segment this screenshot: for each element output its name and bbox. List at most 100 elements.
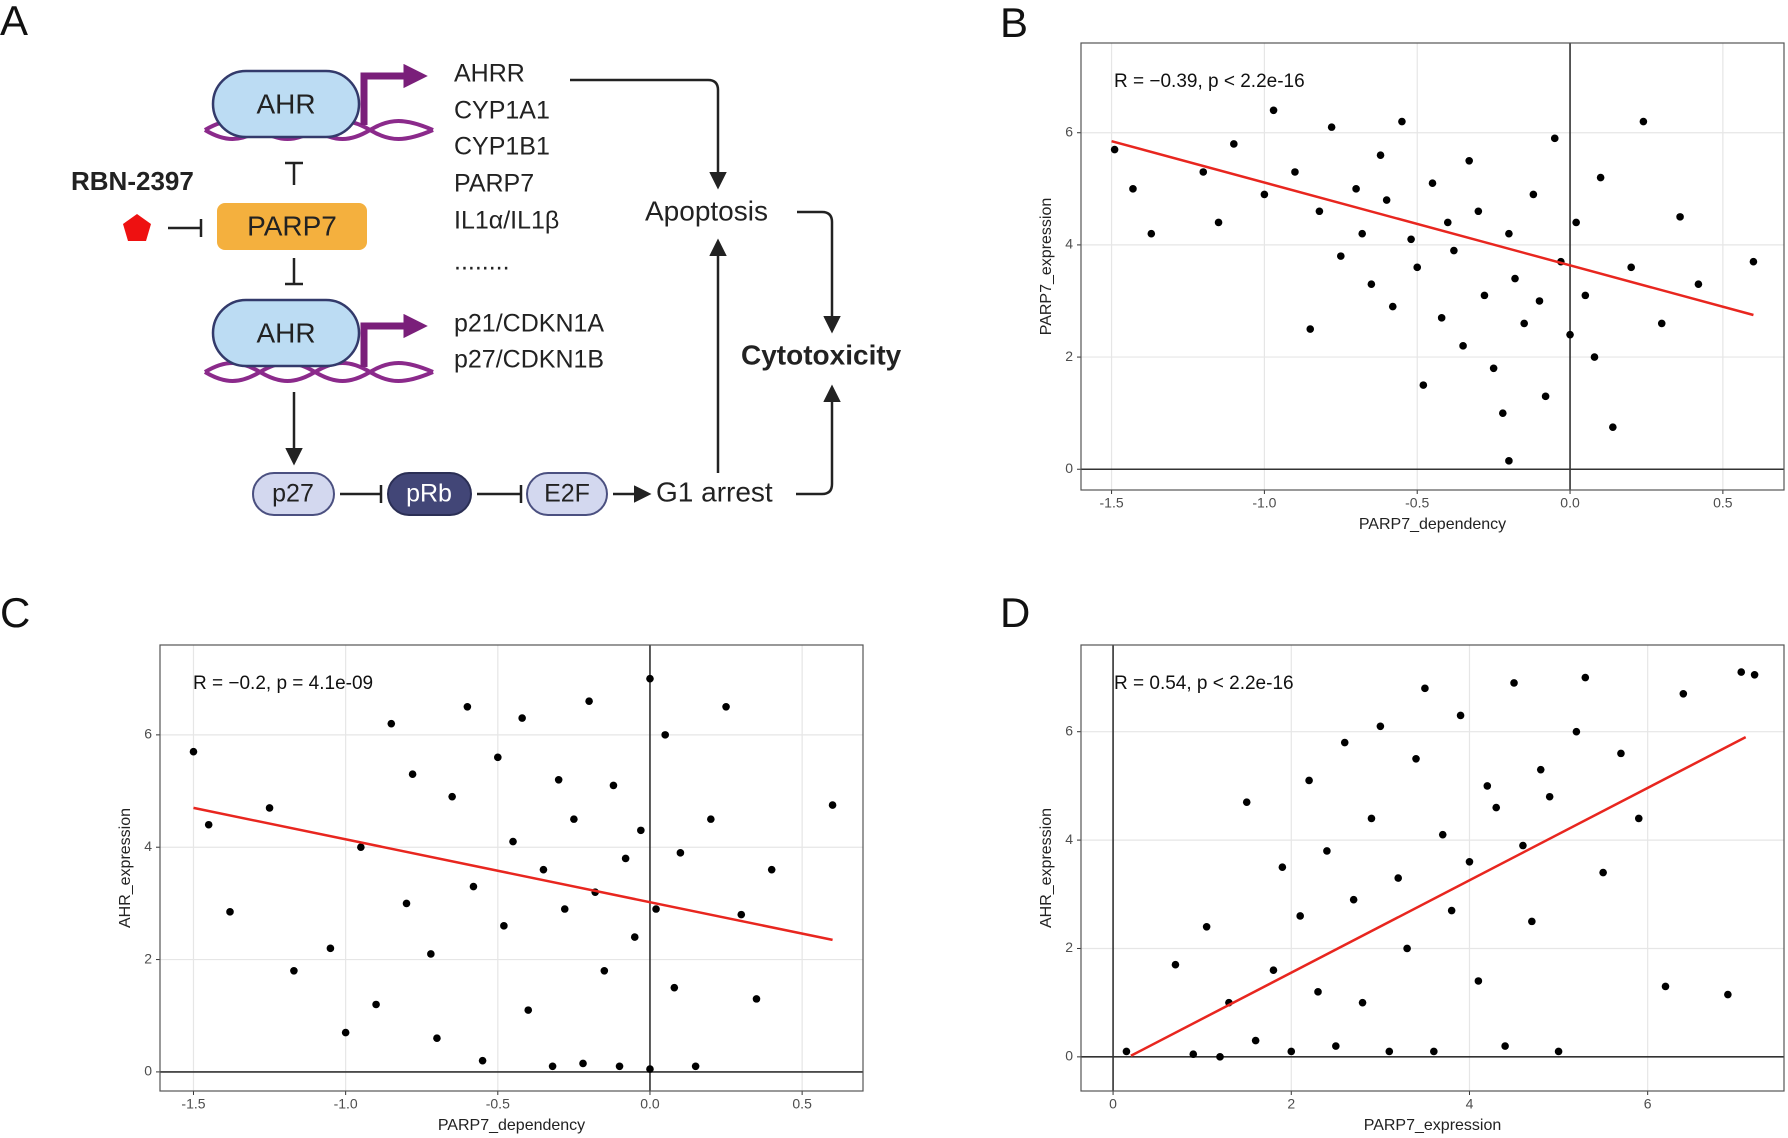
point	[1749, 257, 1758, 266]
point	[670, 983, 679, 992]
annotation: R = −0.2, p = 4.1e-09	[193, 673, 373, 694]
point	[1287, 1047, 1296, 1056]
ahr-label: AHR	[256, 88, 315, 119]
point	[1456, 711, 1465, 720]
point	[1278, 863, 1287, 871]
point	[1388, 302, 1397, 311]
y-tick-label: 6	[1065, 123, 1073, 139]
point	[579, 1059, 587, 1068]
ahr-node	[211, 298, 361, 368]
fit-line	[1111, 139, 1754, 317]
point	[357, 843, 365, 852]
point	[469, 882, 478, 891]
y-tick-label: 0	[1065, 1048, 1073, 1064]
point	[548, 1062, 557, 1071]
point	[1332, 1042, 1340, 1050]
point	[189, 747, 198, 756]
point	[1306, 325, 1315, 333]
y-tick-label: 2	[1065, 348, 1073, 364]
point	[1421, 684, 1429, 693]
point	[737, 910, 746, 919]
point	[1465, 156, 1473, 165]
x-tick-label: -1.0	[334, 1096, 358, 1112]
point	[524, 1006, 533, 1014]
y-tick-label: 0	[1065, 460, 1073, 476]
point	[1676, 213, 1684, 221]
point	[1430, 1047, 1438, 1056]
point	[1572, 727, 1581, 736]
point	[1358, 998, 1367, 1007]
inhibit	[340, 485, 383, 503]
point	[1443, 218, 1452, 227]
point	[1428, 179, 1437, 188]
gene-label: ........	[454, 248, 510, 276]
x-tick-label: 6	[1644, 1096, 1652, 1112]
point	[1474, 977, 1483, 985]
inhibit	[285, 161, 303, 185]
point	[1511, 274, 1519, 283]
point	[1412, 755, 1420, 763]
point	[1323, 847, 1331, 855]
x-tick-label: -1.5	[181, 1096, 205, 1112]
gene-label: p27/CDKN1B	[454, 346, 604, 374]
x-tick-label: -1.5	[1100, 495, 1124, 511]
x-tick-label: 0.5	[792, 1096, 812, 1112]
point	[661, 731, 669, 739]
x-tick-label: -0.5	[486, 1096, 510, 1112]
point	[1541, 392, 1550, 401]
annotation: R = 0.54, p < 2.2e-16	[1114, 673, 1294, 694]
drug-label: RBN-2397	[71, 166, 194, 196]
point	[600, 966, 609, 975]
point	[1413, 263, 1422, 272]
point	[1230, 140, 1238, 148]
x-tick-label: -1.0	[1252, 495, 1276, 511]
point	[1599, 868, 1607, 877]
point	[707, 815, 715, 823]
point	[585, 697, 593, 705]
point	[1189, 1050, 1198, 1058]
point	[1358, 229, 1366, 238]
y-tick-label: 6	[1065, 722, 1073, 738]
point	[646, 1065, 654, 1073]
panel-label: B	[1000, 0, 1028, 46]
point	[1171, 960, 1180, 969]
point	[1639, 117, 1648, 126]
y-axis-label: PARP7_expression	[1038, 198, 1055, 336]
point	[1617, 749, 1625, 758]
point	[1269, 966, 1278, 974]
point	[1499, 409, 1507, 417]
point	[226, 908, 234, 916]
point	[1337, 252, 1345, 260]
plot-border	[159, 644, 864, 1092]
point	[1214, 218, 1223, 227]
point	[1634, 814, 1643, 823]
x-tick-label: 0	[1109, 1096, 1117, 1112]
point	[1367, 814, 1376, 823]
point	[646, 674, 654, 683]
point	[1657, 319, 1666, 328]
point	[1147, 229, 1156, 238]
point	[1398, 117, 1406, 126]
prb-node	[387, 472, 472, 516]
point	[1251, 1036, 1260, 1045]
point	[1465, 857, 1474, 866]
inhibit	[285, 258, 303, 286]
x-tick-label: -0.5	[1405, 495, 1429, 511]
arrow	[796, 384, 841, 496]
point	[1510, 679, 1518, 687]
point	[615, 1062, 624, 1071]
point	[630, 933, 639, 941]
point	[1296, 912, 1304, 920]
point	[1407, 235, 1415, 244]
gene-label: CYP1B1	[454, 133, 550, 161]
point	[463, 702, 472, 711]
e2f-node	[526, 472, 608, 516]
point	[265, 804, 274, 812]
point	[1550, 134, 1559, 143]
point	[1216, 1053, 1224, 1061]
y-tick-label: 0	[144, 1063, 152, 1079]
point	[1438, 830, 1447, 839]
point	[1327, 123, 1336, 131]
point	[509, 837, 517, 846]
